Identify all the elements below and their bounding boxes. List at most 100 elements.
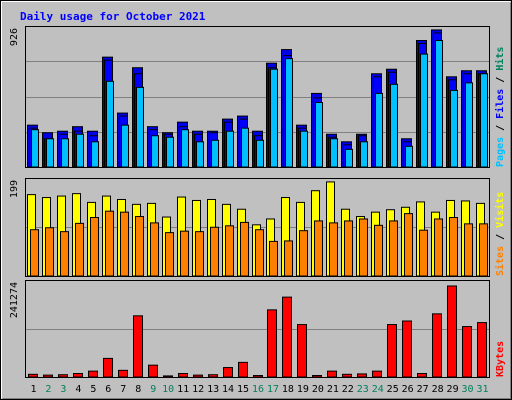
bar-sites [255, 229, 264, 277]
bar-kbytes [402, 320, 412, 378]
bar-sites [299, 230, 308, 277]
bar-kbytes [312, 375, 322, 378]
x-tick-label: 4 [75, 384, 81, 395]
bar-pages [256, 139, 264, 168]
bar-kbytes [372, 370, 382, 378]
bar-pages [345, 148, 353, 168]
legend-separator: / [495, 228, 506, 246]
bar-kbytes [43, 374, 53, 378]
x-tick-label: 15 [237, 384, 249, 395]
panel-legend: Pages / Files / Hits [494, 47, 506, 167]
bar-sites [284, 240, 293, 277]
bar-kbytes [297, 324, 307, 378]
x-tick-label: 30 [462, 384, 474, 395]
x-tick-label: 9 [150, 384, 156, 395]
legend-separator: / [495, 119, 506, 137]
bar-pages [465, 82, 473, 168]
x-tick-label: 18 [282, 384, 294, 395]
bar-sites [314, 220, 323, 277]
x-tick-label: 26 [402, 384, 414, 395]
bar-sites [269, 240, 278, 277]
bar-kbytes [253, 375, 263, 378]
bar-pages [181, 129, 189, 168]
bar-kbytes [133, 315, 143, 378]
bar-kbytes [178, 373, 188, 378]
bar-kbytes [103, 357, 113, 378]
x-tick-label: 5 [90, 384, 96, 395]
bar-sites [120, 211, 129, 277]
x-tick-label: 28 [432, 384, 444, 395]
bar-sites [165, 232, 174, 277]
bar-pages [76, 133, 84, 168]
bar-kbytes [208, 374, 218, 378]
bar-sites [359, 218, 368, 277]
bar-sites [449, 217, 458, 277]
legend-separator: / [495, 71, 506, 89]
bar-sites [225, 225, 234, 277]
x-tick-label: 19 [297, 384, 309, 395]
x-tick-label: 7 [120, 384, 126, 395]
bar-sites [90, 217, 99, 277]
bar-pages [450, 89, 458, 168]
x-tick-label: 14 [222, 384, 234, 395]
x-tick-label: 23 [357, 384, 369, 395]
bar-kbytes [88, 370, 98, 378]
x-tick-label: 16 [252, 384, 264, 395]
x-tick-label: 21 [327, 384, 339, 395]
bar-pages [61, 138, 69, 168]
panel-kbytes: 241274 KBytes [9, 280, 506, 378]
bar-kbytes [163, 375, 173, 378]
bar-kbytes [58, 374, 68, 378]
bar-sites [344, 220, 353, 277]
bar-pages [435, 40, 443, 168]
panel-legend: Sites / Visits [494, 192, 506, 276]
x-tick-label: 25 [387, 384, 399, 395]
bar-kbytes [462, 326, 472, 378]
bar-kbytes [193, 374, 203, 378]
x-tick-label: 1 [30, 384, 36, 395]
x-tick-label: 27 [417, 384, 429, 395]
x-tick-label: 6 [105, 384, 111, 395]
bar-sites [404, 213, 413, 277]
y-tick-label: 241274 [9, 282, 20, 318]
legend-files: Files [494, 89, 506, 119]
x-tick-label: 3 [60, 384, 66, 395]
bar-pages [166, 136, 174, 168]
bar-kbytes [387, 324, 397, 378]
bar-pages [285, 58, 293, 168]
bar-sites [105, 210, 114, 277]
bar-kbytes [282, 296, 292, 378]
bar-kbytes [477, 322, 487, 378]
x-tick-label: 22 [342, 384, 354, 395]
bar-pages [480, 73, 488, 168]
bar-sites [464, 223, 473, 277]
bar-pages [121, 124, 129, 168]
bar-kbytes [447, 285, 457, 378]
x-tick-label: 12 [192, 384, 204, 395]
legend-kbytes: KBytes [495, 341, 506, 377]
bar-kbytes [148, 364, 158, 378]
bar-pages [375, 92, 383, 168]
bar-kbytes [357, 373, 367, 378]
bar-pages [91, 141, 99, 168]
bar-kbytes [118, 369, 128, 378]
panel-visits-sites: 199 Sites / Visits [9, 178, 506, 277]
bar-pages [360, 141, 368, 168]
bar-sites [389, 220, 398, 277]
bar-pages [106, 80, 114, 168]
bar-pages [226, 130, 234, 168]
x-axis-labels: 1 2 3 4 5 6 7 8 9 10 11 12 13 14 15 16 17 18 19 20 21 22 23 24 2… [30, 384, 488, 395]
bar-kbytes [73, 373, 83, 378]
x-tick-label: 8 [135, 384, 141, 395]
bar-sites [374, 224, 383, 277]
series-pages [31, 40, 488, 168]
bar-pages [405, 145, 413, 168]
bar-pages [330, 138, 338, 168]
x-tick-label: 10 [162, 384, 174, 395]
legend-visits: Visits [494, 192, 506, 228]
legend-hits: Hits [494, 47, 506, 71]
legend-pages: Pages [495, 137, 506, 167]
